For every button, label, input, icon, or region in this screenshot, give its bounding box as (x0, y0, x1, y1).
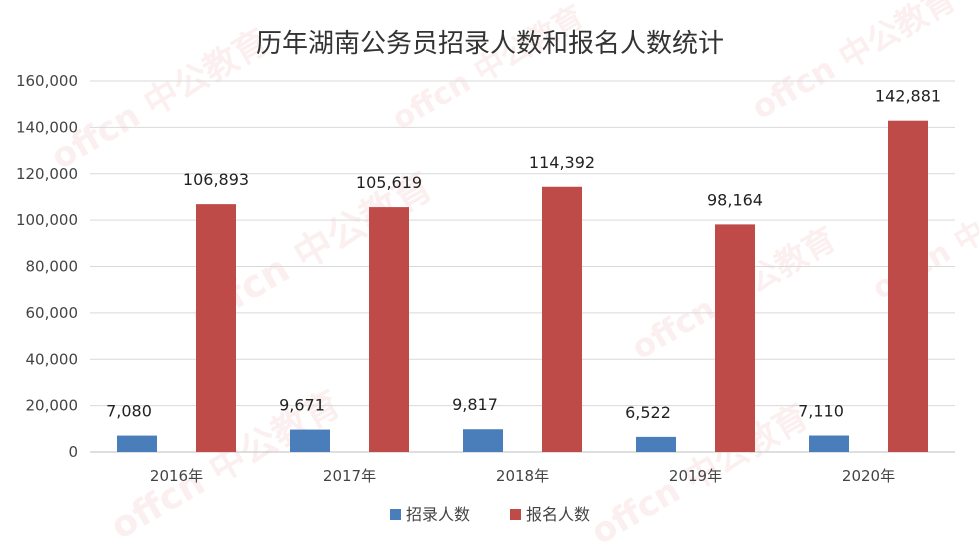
data-label: 9,817 (452, 395, 498, 414)
y-tick-label: 100,000 (16, 211, 78, 229)
y-tick-label: 60,000 (26, 304, 79, 322)
y-tick-label: 0 (68, 443, 78, 461)
bar-zhaolu (809, 435, 849, 452)
x-tick-label: 2018年 (496, 467, 549, 485)
legend: 招录人数 报名人数 (390, 505, 590, 524)
bar-zhaolu (636, 436, 676, 452)
y-tick-label: 80,000 (26, 258, 79, 276)
bar-baoming (369, 207, 409, 452)
data-label: 7,080 (106, 402, 152, 421)
y-tick-label: 20,000 (26, 397, 79, 415)
x-tick-label: 2016年 (150, 467, 203, 485)
watermark: offcn 中公教育 (45, 22, 276, 178)
y-tick-label: 140,000 (16, 118, 78, 136)
watermark: offcn 中公教育 (745, 0, 962, 127)
bar-zhaolu (290, 429, 330, 452)
x-tick-label: 2019年 (669, 467, 722, 485)
y-tick-label: 120,000 (16, 165, 78, 183)
legend-label: 报名人数 (526, 505, 590, 524)
x-tick-label: 2017年 (323, 467, 376, 485)
data-label: 6,522 (625, 403, 671, 422)
watermark: offcn 中公教育 (387, 0, 590, 137)
data-labels: 7,080 106,893 9,671 105,619 9,817 114,392 6,52… (106, 87, 941, 422)
y-tick-label: 160,000 (16, 72, 78, 90)
data-label: 7,110 (798, 402, 844, 421)
legend-label: 招录人数 (406, 505, 470, 524)
data-label: 114,392 (529, 153, 595, 172)
legend-swatch (510, 509, 521, 520)
bar-zhaolu (117, 435, 157, 452)
y-axis-ticks: 0 20,000 40,000 60,000 80,000 100,000 120,000 1… (16, 72, 78, 461)
data-label: 142,881 (875, 87, 941, 106)
bar-baoming (542, 186, 582, 453)
chart-title: 历年湖南公务员招录人数和报名人数统计 (256, 29, 724, 59)
legend-swatch (390, 509, 401, 520)
bars (117, 120, 928, 453)
bar-zhaolu (463, 429, 503, 452)
bar-baoming (196, 204, 236, 452)
x-axis-ticks: 2016年 2017年 2018年 2019年 2020年 (150, 467, 895, 485)
bar-baoming (715, 224, 755, 452)
data-label: 98,164 (707, 190, 763, 209)
data-label: 106,893 (183, 170, 249, 189)
data-label: 9,671 (279, 396, 325, 415)
bar-baoming (888, 120, 928, 453)
data-label: 105,619 (356, 173, 422, 192)
y-tick-label: 40,000 (26, 350, 79, 368)
x-tick-label: 2020年 (842, 467, 895, 485)
